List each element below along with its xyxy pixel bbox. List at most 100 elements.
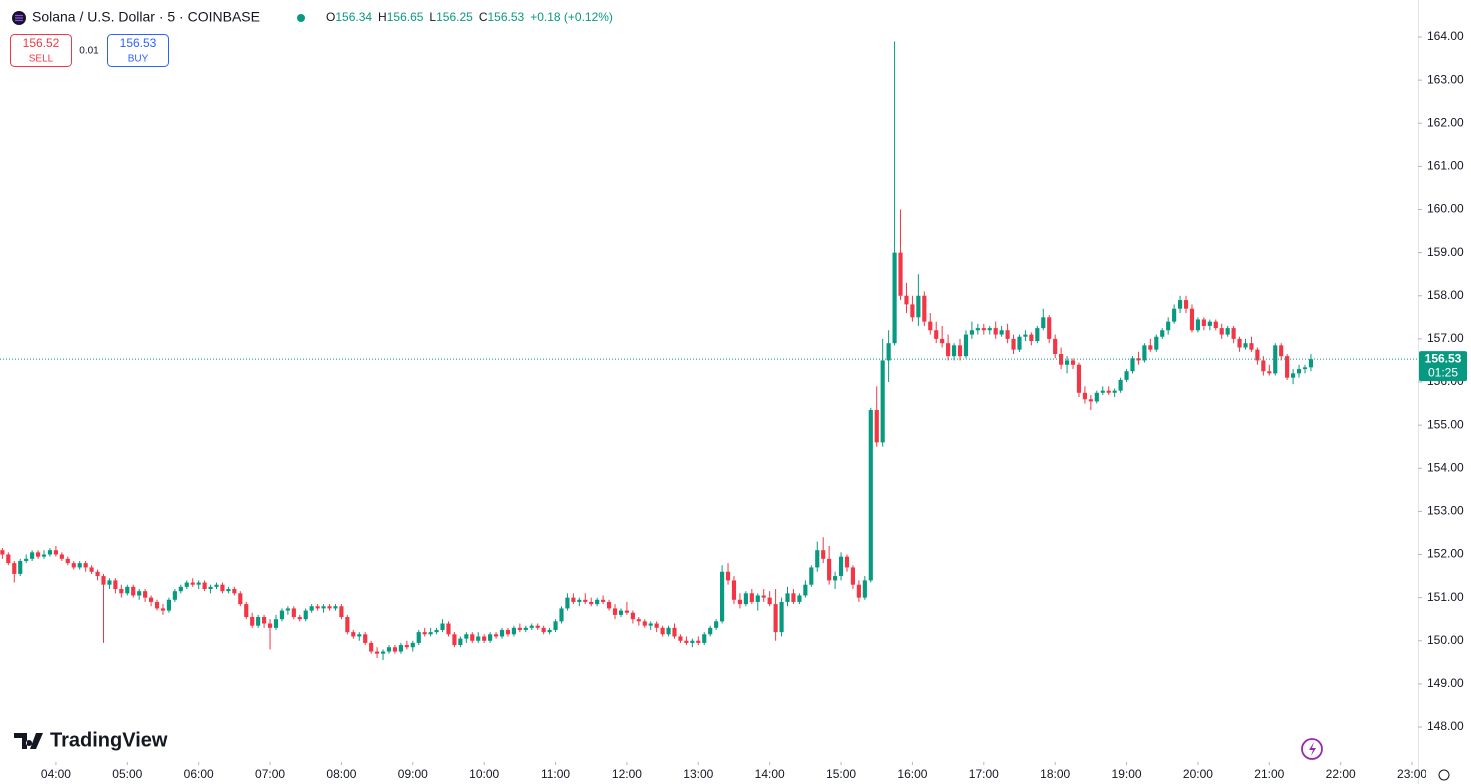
assistant-icon[interactable] [1301,738,1323,760]
candle-body [375,651,380,654]
candle-body [1166,321,1171,331]
symbol-icon-lines [15,14,23,22]
chart-title[interactable]: Solana / U.S. Dollar · 5 · COINBASE [32,9,260,25]
candle-body [880,360,885,443]
candle-body [523,627,528,630]
candle-body [963,334,969,357]
x-tick-label: 22:00 [1326,767,1356,781]
candle-body [928,321,933,331]
candle-body [833,576,838,581]
candle-body [1094,392,1099,402]
x-tick-label: 09:00 [398,767,428,781]
candle-body [279,610,285,620]
candle-body [137,591,142,596]
spread: 0.01 [79,46,99,57]
candle-body [767,597,772,605]
x-tick-label: 14:00 [755,767,785,781]
candle-body [172,591,177,600]
candle-body [1118,379,1123,391]
candle-body [125,586,130,594]
candle-body [1082,392,1087,400]
candle-body [244,604,249,618]
y-tick-label: 153.00 [1427,504,1464,518]
x-tick-label: 16:00 [897,767,927,781]
y-tick-label: 164.00 [1427,29,1464,43]
candle-body [1249,343,1254,350]
y-tick-label: 149.00 [1427,676,1464,690]
candle-body [951,345,957,357]
candle-body [916,295,921,318]
candle-body [666,627,671,635]
candle-body [226,589,231,592]
buy-button[interactable] [107,34,169,67]
candle-body [1059,353,1064,365]
candle-body [1243,343,1248,348]
candle-body [1142,345,1147,361]
candle-body [428,632,433,635]
market-status[interactable] [297,14,305,22]
candle-body [262,617,267,624]
candle-body [856,584,861,598]
candle-body [1148,345,1153,350]
candle-body [386,647,392,652]
candle-body [0,550,5,555]
y-tick-label: 161.00 [1427,159,1464,173]
candle-body [499,629,505,637]
candle-body [618,610,624,615]
candle-body [749,593,754,602]
candle-body [71,563,76,568]
candle-body [696,640,701,643]
candle-body [41,554,47,557]
candle-body [702,634,707,643]
candle-body [392,647,398,652]
candle-body [1023,334,1028,337]
candle-body [1130,358,1135,372]
candle-body [827,558,832,581]
candle-body [363,634,368,643]
price-axis: 148.00 149.00 150.00 151.00 152.00 153.00 154.… [1418,0,1467,784]
y-tick-label: 151.00 [1427,590,1464,604]
candle-body [351,632,356,637]
candle-body [1035,328,1040,342]
candle-body [981,328,986,331]
candle-body [672,627,677,637]
candle-body [678,636,683,641]
candle-body [624,610,629,613]
candle-body [791,593,796,602]
candle-body [809,567,814,585]
candle-body [398,645,403,652]
candle-body [470,634,475,641]
x-tick-label: 17:00 [969,767,999,781]
x-tick-label: 12:00 [612,767,642,781]
brand-logo[interactable] [14,733,43,749]
candle-body [345,617,350,633]
candle-body [975,328,980,331]
candle-body [755,595,760,602]
candle-body [630,612,635,620]
ohlc-value: 156.25 [436,10,473,24]
sell-button[interactable] [10,34,72,67]
x-tick-label: 18:00 [1040,767,1070,781]
candle-body [517,627,522,630]
candle-body [547,629,552,633]
candle-body [422,632,427,635]
candle-body [1219,328,1224,335]
candle-body [987,328,992,331]
candle-body [1285,356,1290,378]
ohlc-value: 156.34 [335,10,372,24]
candle-body [291,608,296,618]
candle-body [83,563,88,568]
sell-price: 156.52 [23,36,60,50]
x-tick-label: 06:00 [184,767,214,781]
candle-body [940,338,945,344]
settings-icon[interactable] [1438,769,1450,781]
candle-body [119,589,124,594]
x-tick-label: 23:00 [1397,767,1427,781]
candle-body [452,634,457,646]
candle-body [143,591,148,598]
candle-body [238,593,243,605]
brand-name[interactable]: TradingView [50,729,168,751]
candle-body [1100,390,1105,393]
candle-body [1279,345,1284,357]
